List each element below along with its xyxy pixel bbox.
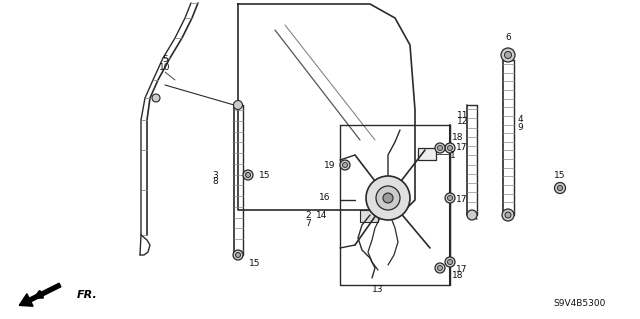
Circle shape [233,250,243,260]
Text: 17: 17 [456,144,468,152]
Text: 8: 8 [212,177,218,187]
Circle shape [447,196,452,201]
Text: 3: 3 [212,170,218,180]
Circle shape [504,51,511,58]
Text: 18: 18 [452,271,464,279]
Circle shape [152,94,160,102]
Circle shape [447,259,452,264]
Circle shape [447,145,452,151]
Circle shape [234,100,243,109]
Circle shape [435,143,445,153]
Circle shape [445,257,455,267]
Text: 2: 2 [305,211,311,219]
Text: 15: 15 [259,170,271,180]
Circle shape [342,162,348,167]
Circle shape [383,193,393,203]
Text: 19: 19 [324,160,336,169]
Text: 17: 17 [456,196,468,204]
Text: 10: 10 [159,63,171,72]
Text: 12: 12 [458,117,468,127]
Circle shape [505,212,511,218]
Circle shape [246,173,250,177]
Text: 9: 9 [517,123,523,132]
Text: FR.: FR. [77,290,98,300]
FancyArrow shape [19,283,61,306]
Circle shape [502,209,514,221]
Circle shape [467,210,477,220]
Circle shape [438,145,442,151]
Text: 14: 14 [316,211,328,219]
Text: 5: 5 [162,56,168,64]
Circle shape [236,253,241,257]
Circle shape [366,176,410,220]
Circle shape [557,186,563,190]
Bar [418,148,436,160]
Text: S9V4B5300: S9V4B5300 [554,299,606,308]
Circle shape [501,48,515,62]
Text: 6: 6 [505,33,511,42]
Circle shape [435,263,445,273]
Text: 15: 15 [249,258,260,268]
Text: 13: 13 [372,286,384,294]
Circle shape [376,186,400,210]
Circle shape [243,170,253,180]
Text: 16: 16 [319,194,331,203]
Text: 18: 18 [452,133,464,143]
Bar [360,210,378,222]
Text: 11: 11 [457,110,468,120]
Text: 1: 1 [450,151,456,160]
Text: 4: 4 [517,115,523,124]
Circle shape [445,143,455,153]
Text: 7: 7 [305,219,311,227]
Circle shape [445,193,455,203]
Text: 17: 17 [456,265,468,275]
Circle shape [438,265,442,271]
Text: 15: 15 [554,170,566,180]
Circle shape [554,182,566,194]
Circle shape [340,160,350,170]
